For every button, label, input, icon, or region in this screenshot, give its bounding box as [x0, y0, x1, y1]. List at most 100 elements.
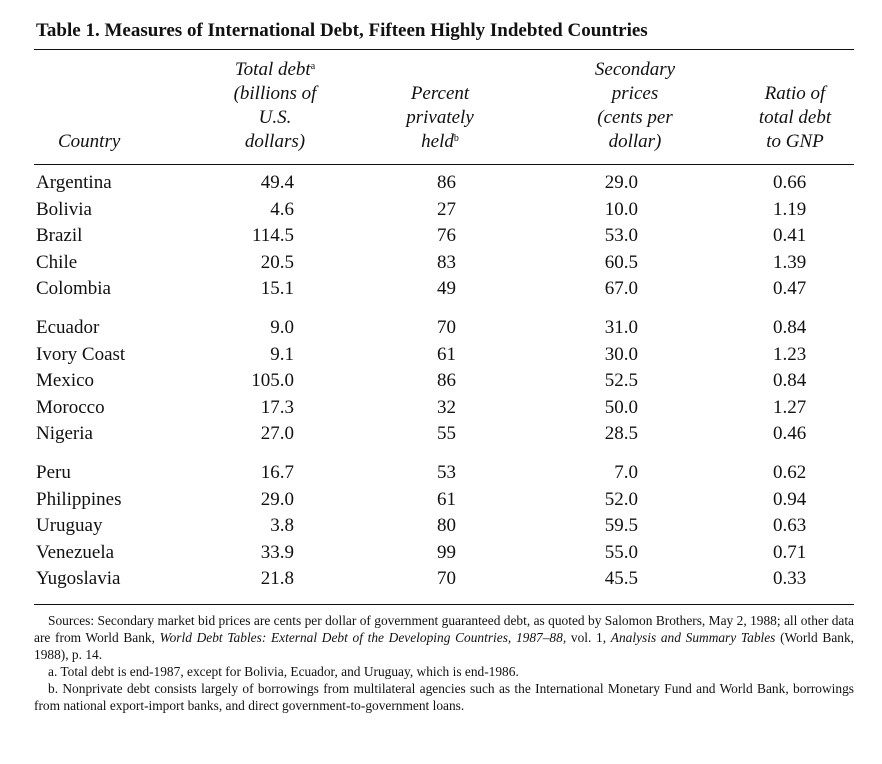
percent-private-cell: 76: [437, 225, 456, 247]
debt-gnp-ratio-cell: 0.62: [773, 462, 807, 483]
footnote-mark-a: a: [310, 61, 316, 72]
secondary-price-cell: 31.0: [604, 317, 638, 338]
total-debt-cell: 49.4: [260, 172, 294, 193]
sources-text-3: (World Bank, 1988), p. 14.: [34, 630, 855, 662]
debt-gnp-ratio-cell: 0.94: [773, 488, 807, 510]
header-priv-line-3: heldb: [370, 130, 510, 154]
percent-private-cell: 86: [437, 172, 456, 193]
table-row: Morocco 17.3 32 50.0 1.27: [0, 397, 882, 423]
sources-text-2: vol. 1,: [566, 630, 611, 645]
top-rule: [34, 49, 854, 50]
country-cell: Morocco: [36, 396, 105, 418]
secondary-price-cell: 67.0: [604, 278, 638, 300]
total-debt-cell: 29.0: [260, 488, 294, 510]
percent-private-cell: 61: [437, 488, 456, 510]
header-priv-line-1: Percent: [410, 83, 470, 104]
percent-private-cell: 49: [437, 278, 456, 300]
header-debt-line-4: dollars): [244, 131, 306, 152]
debt-gnp-ratio-cell: 1.27: [773, 396, 807, 418]
secondary-price-cell: 28.5: [604, 423, 638, 445]
header-total-debt: Total debta (billions of U.S. dollars): [200, 58, 350, 154]
total-debt-cell: 105.0: [251, 370, 294, 392]
percent-private-cell: 70: [437, 317, 456, 338]
table-row: Ivory Coast 9.1 61 30.0 1.23: [0, 344, 882, 370]
country-cell: Nigeria: [36, 423, 93, 445]
header-rule: [34, 164, 854, 165]
country-cell: Bolivia: [36, 198, 92, 220]
header-ratio: Ratio of total debt to GNP: [730, 82, 860, 154]
header-sec-line-2: prices: [611, 83, 659, 104]
sources-note: Sources: Secondary market bid prices are…: [34, 612, 854, 663]
debt-gnp-ratio-cell: 1.39: [773, 251, 807, 273]
footnote-b: b. Nonprivate debt consists largely of b…: [34, 681, 854, 713]
sources-text-1: Sources: Secondary market bid prices are…: [34, 613, 854, 645]
secondary-price-cell: 59.5: [604, 515, 638, 537]
country-cell: Argentina: [36, 172, 112, 193]
sources-title-1: World Debt Tables: External Debt of the …: [159, 630, 567, 645]
percent-private-cell: 53: [437, 462, 456, 483]
header-secondary-prices: Secondary prices (cents per dollar): [550, 58, 720, 154]
percent-private-cell: 61: [437, 343, 456, 365]
secondary-price-cell: 29.0: [604, 172, 638, 193]
secondary-price-cell: 52.5: [604, 370, 638, 392]
country-cell: Ecuador: [36, 317, 100, 338]
header-debt-line-1: Total debta: [200, 58, 350, 82]
percent-private-cell: 99: [437, 541, 456, 563]
country-cell: Peru: [36, 462, 71, 483]
country-cell: Philippines: [36, 488, 122, 510]
secondary-price-cell: 55.0: [604, 541, 638, 563]
country-cell: Ivory Coast: [36, 343, 126, 365]
sources-title-2: Analysis and Summary Tables: [610, 630, 776, 645]
total-debt-cell: 20.5: [260, 251, 294, 273]
debt-gnp-ratio-cell: 0.71: [773, 541, 807, 563]
secondary-price-cell: 50.0: [604, 396, 638, 418]
total-debt-cell: 17.3: [260, 396, 294, 418]
debt-gnp-ratio-cell: 0.84: [773, 370, 807, 392]
header-debt-line-2: (billions of: [233, 83, 317, 104]
total-debt-cell: 15.1: [260, 278, 294, 300]
header-debt-text-1: Total debt: [234, 59, 311, 80]
table-row: Ecuador 9.0 70 31.0 0.84: [0, 317, 882, 343]
table-row: Uruguay 3.8 80 59.5 0.63: [0, 515, 882, 541]
table-row: Brazil 114.5 76 53.0 0.41: [0, 225, 882, 251]
debt-gnp-ratio-cell: 0.47: [773, 278, 807, 300]
debt-gnp-ratio-cell: 1.19: [773, 198, 807, 220]
secondary-price-cell: 53.0: [604, 225, 638, 247]
header-ratio-line-2: total debt: [758, 107, 832, 128]
table-row: Colombia 15.1 49 67.0 0.47: [0, 278, 882, 304]
percent-private-cell: 83: [437, 251, 456, 273]
table-title: Table 1. Measures of International Debt,…: [36, 20, 648, 41]
secondary-price-cell: 10.0: [604, 198, 638, 220]
footnote-a: a. Total debt is end-1987, except for Bo…: [48, 664, 519, 679]
country-cell: Uruguay: [36, 515, 103, 537]
country-cell: Mexico: [36, 370, 95, 392]
percent-private-cell: 70: [437, 568, 456, 590]
country-cell: Yugoslavia: [36, 568, 121, 590]
header-ratio-line-1: Ratio of: [764, 83, 826, 104]
header-priv-text-3: held: [421, 131, 454, 152]
country-cell: Venezuela: [36, 541, 115, 563]
secondary-price-cell: 52.0: [604, 488, 638, 510]
percent-private-cell: 80: [437, 515, 456, 537]
country-cell: Colombia: [36, 278, 111, 300]
secondary-price-cell: 7.0: [614, 462, 638, 483]
table-row: Peru 16.7 53 7.0 0.62: [0, 462, 882, 488]
bottom-rule: [34, 604, 854, 605]
secondary-price-cell: 45.5: [604, 568, 638, 590]
total-debt-cell: 21.8: [260, 568, 294, 590]
debt-gnp-ratio-cell: 0.46: [773, 423, 807, 445]
total-debt-cell: 27.0: [260, 423, 294, 445]
header-percent-private: Percent privately heldb: [370, 82, 510, 154]
percent-private-cell: 32: [437, 396, 456, 418]
debt-gnp-ratio-cell: 1.23: [773, 343, 807, 365]
total-debt-cell: 3.8: [270, 515, 294, 537]
debt-gnp-ratio-cell: 0.33: [773, 568, 807, 590]
total-debt-cell: 114.5: [251, 225, 294, 247]
header-debt-line-3: U.S.: [258, 107, 292, 128]
header-sec-line-4: dollar): [608, 131, 662, 152]
percent-private-cell: 55: [437, 423, 456, 445]
table-row: Bolivia 4.6 27 10.0 1.19: [0, 199, 882, 225]
country-cell: Brazil: [36, 225, 83, 247]
table-row: Argentina 49.4 86 29.0 0.66: [0, 172, 882, 198]
header-sec-line-1: Secondary: [594, 59, 676, 80]
